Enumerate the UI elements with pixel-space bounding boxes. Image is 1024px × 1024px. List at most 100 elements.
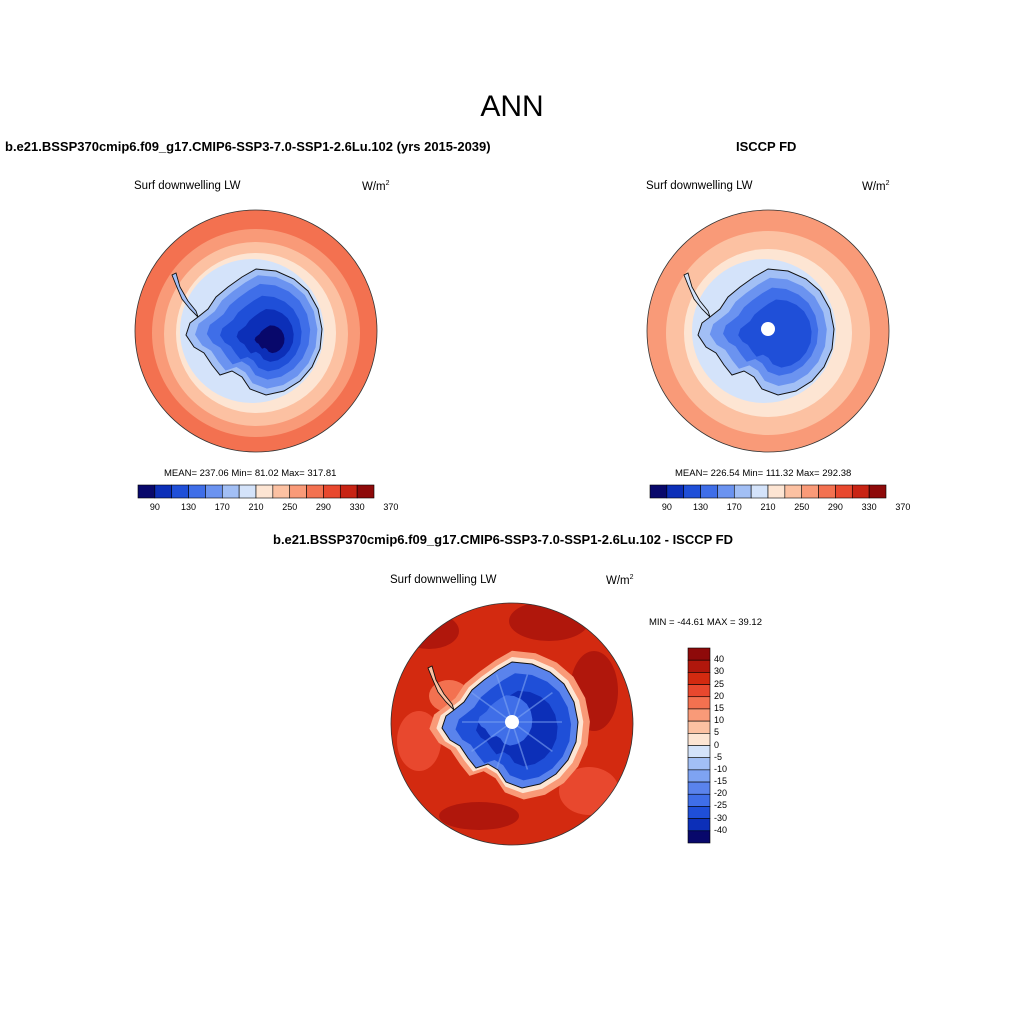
panel-1-stats: MEAN= 237.06 Min= 81.02 Max= 317.81 [164,468,337,479]
colorbar-tick-label: 90 [661,502,672,512]
colorbar-swatch [272,484,291,499]
colorbar-swatch [687,806,711,819]
colorbar-tick-label: -10 [714,763,728,774]
colorbar-tick-label: 40 [714,654,725,665]
colorbar-swatch [687,733,711,746]
panel-2-colorbar [649,484,887,499]
colorbar-swatch [767,484,786,499]
colorbar-swatch [154,484,173,499]
colorbar-swatch [687,745,711,758]
contour-streak [511,721,529,770]
peninsula-coastline [427,665,455,711]
colorbar-tick-label: 130 [693,502,709,512]
figure-title: ANN [480,90,544,123]
colorbar-swatch [687,769,711,783]
colorbar-tick-label: 170 [726,502,742,512]
colorbar-swatch [205,484,223,499]
colorbar-swatch [818,484,836,499]
coastline [441,661,579,789]
colorbar-swatch [238,484,257,499]
colorbar-tick-label: 210 [248,502,264,512]
peninsula-coastline [171,272,199,318]
colorbar-swatch [687,647,711,661]
colorbar-swatch [687,659,711,673]
contour-streak [471,691,513,723]
colorbar-swatch [306,484,324,499]
coastline [697,268,835,396]
colorbar-tick-label: 330 [349,502,365,512]
panel-3-colorbar [687,647,711,844]
contour-streak [495,721,513,770]
colorbar-swatch [687,818,711,832]
panel-2-variable-label: Surf downwelling LW [646,180,753,192]
colorbar-tick-label: -25 [714,800,728,811]
colorbar-tick-label: -20 [714,788,728,799]
panel-1-polar-map [134,209,378,453]
panel-3-title: b.e21.BSSP370cmip6.f09_g17.CMIP6-SSP3-7.… [273,532,734,547]
colorbar-swatch [750,484,769,499]
panel-1-colorbar [137,484,375,499]
colorbar-tick-label: -5 [714,751,723,762]
colorbar-swatch [289,484,307,499]
colorbar-tick-label: 370 [895,502,911,512]
colorbar-swatch [356,484,375,499]
map-border [646,209,890,453]
colorbar-tick-label: 250 [282,502,298,512]
colorbar-tick-label: -30 [714,812,728,823]
colorbar-swatch [221,484,240,499]
contour-band [399,613,459,649]
colorbar-swatch [137,484,156,499]
colorbar-swatch [687,781,711,795]
colorbar-tick-label: 20 [714,690,725,701]
colorbar-tick-label: 15 [714,702,725,713]
colorbar-swatch [801,484,819,499]
panel-3-units-label: W/m2 [606,574,634,587]
colorbar-tick-label: 30 [714,666,725,677]
panel-3-stats: MIN = -44.61 MAX = 39.12 [649,617,763,628]
colorbar-swatch [687,696,711,710]
colorbar-swatch [717,484,735,499]
colorbar-tick-label: 0 [714,739,720,750]
contour-streak [471,721,513,753]
colorbar-swatch [851,484,870,499]
contour-streak [511,674,529,723]
colorbar-swatch [171,484,189,499]
colorbar-tick-label: 130 [181,502,197,512]
panel-1-variable-label: Surf downwelling LW [134,180,241,192]
pole-hole [761,322,775,336]
colorbar-swatch [687,757,711,771]
colorbar-swatch [687,672,711,685]
colorbar-swatch [339,484,358,499]
colorbar-swatch [868,484,887,499]
colorbar-tick-label: 10 [714,715,725,726]
map-border [134,209,378,453]
colorbar-swatch [649,484,668,499]
contour-band [397,711,441,771]
colorbar-tick-label: 250 [794,502,810,512]
colorbar-swatch [733,484,752,499]
coastline [185,268,323,396]
colorbar-swatch [687,830,711,844]
colorbar-tick-label: 290 [315,502,331,512]
colorbar-tick-label: 5 [714,727,720,738]
contour-streak [495,674,513,723]
map-border [390,602,634,846]
colorbar-tick-label: 25 [714,678,725,689]
colorbar-swatch [784,484,803,499]
contour-band [738,299,812,368]
colorbar-swatch [835,484,853,499]
panel-3-polar-map [390,602,634,846]
panel-1-title: b.e21.BSSP370cmip6.f09_g17.CMIP6-SSP3-7.… [5,139,491,154]
colorbar-swatch [687,708,711,722]
panel-2-polar-map [646,209,890,453]
peninsula-coastline [683,272,711,318]
colorbar-tick-label: 170 [214,502,230,512]
colorbar-tick-label: 330 [861,502,877,512]
contour-band [509,603,589,641]
contour-band [439,802,519,830]
colorbar-swatch [683,484,701,499]
panel-1-units-label: W/m2 [362,180,390,193]
contour-streak [511,721,553,753]
colorbar-swatch [700,484,718,499]
colorbar-swatch [188,484,206,499]
